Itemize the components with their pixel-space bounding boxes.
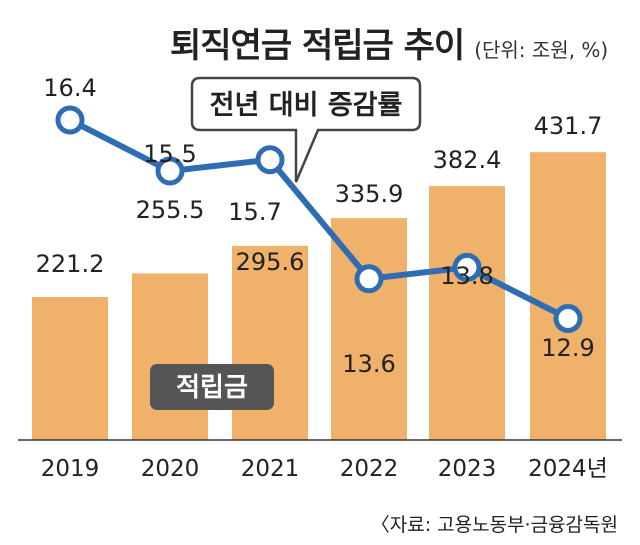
bar-value-label: 335.9 bbox=[335, 180, 404, 208]
bar-value-label: 255.5 bbox=[136, 196, 205, 224]
rate-point bbox=[553, 303, 583, 333]
bar-2020 bbox=[132, 273, 208, 440]
line-legend-label: 전년 대비 증감률 bbox=[210, 90, 403, 121]
bar-legend-box bbox=[150, 364, 274, 410]
unit-label: (단위: 조원, %) bbox=[474, 38, 609, 62]
rate-value-label: 15.5 bbox=[143, 140, 196, 168]
rate-value-label: 15.7 bbox=[228, 198, 281, 226]
bar-2024년 bbox=[530, 152, 606, 440]
rate-value-label: 13.6 bbox=[342, 350, 395, 378]
bar-value-label: 295.6 bbox=[236, 248, 305, 276]
rate-point bbox=[354, 264, 384, 294]
rate-point bbox=[452, 252, 482, 282]
x-tick-label: 2021 bbox=[241, 456, 300, 482]
source-note: 〈자료: 고용노동부·금융감독원 bbox=[370, 514, 618, 536]
line-legend-callout bbox=[190, 76, 422, 183]
chart-title: 퇴직연금 적립금 추이 bbox=[170, 26, 465, 66]
bar-2023 bbox=[429, 186, 505, 440]
chart-header: 퇴직연금 적립금 추이 (단위: 조원, %) bbox=[170, 18, 608, 67]
bar-value-label: 221.2 bbox=[36, 250, 105, 278]
x-tick-label: 2020 bbox=[141, 456, 200, 482]
bar-2022 bbox=[331, 218, 407, 440]
rate-value-label: 13.8 bbox=[440, 262, 493, 290]
bar-value-label: 382.4 bbox=[433, 146, 502, 174]
x-tick-label: 2022 bbox=[340, 456, 399, 482]
rate-point bbox=[55, 105, 85, 135]
x-tick-label: 2019 bbox=[41, 456, 100, 482]
x-tick-label: 2024년 bbox=[528, 456, 608, 482]
bar-value-label: 431.7 bbox=[534, 112, 603, 140]
x-tick-label: 2023 bbox=[438, 456, 497, 482]
rate-line bbox=[68, 117, 570, 322]
bar-legend-label: 적립금 bbox=[176, 373, 248, 403]
bar-2019 bbox=[32, 297, 108, 440]
rate-point bbox=[155, 156, 185, 186]
rate-value-label: 16.4 bbox=[43, 74, 96, 102]
rate-point bbox=[255, 145, 285, 175]
rate-value-label: 12.9 bbox=[541, 334, 594, 362]
